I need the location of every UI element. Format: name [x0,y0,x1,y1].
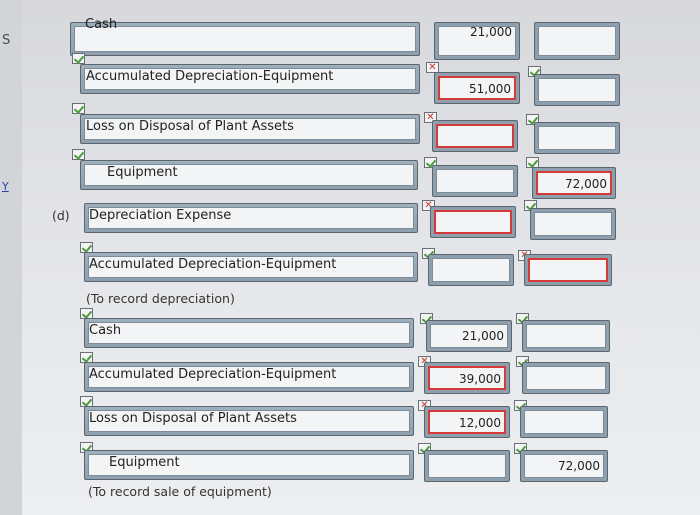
credit-field-row5[interactable] [524,254,612,286]
account-field-row4[interactable]: Depreciation Expense [84,203,418,233]
edge-letter-s: S [2,33,11,48]
incorrect-icon [424,112,437,123]
account-field-cash-top[interactable]: Cash [70,17,420,56]
debit-field-row2[interactable] [432,120,518,152]
debit-field-row5[interactable] [428,254,514,286]
account-field-row6[interactable]: Cash [84,318,414,348]
account-field-row8[interactable]: Loss on Disposal of Plant Assets [84,406,414,436]
credit-field-row7[interactable] [522,362,610,394]
check-icon [72,103,85,114]
left-edge-strip [0,0,22,515]
debit-field-top[interactable]: 21,000 [434,22,520,60]
debit-field-row1[interactable]: 51,000 [434,72,520,104]
account-field-row5[interactable]: Accumulated Depreciation-Equipment [84,252,418,282]
memo-depreciation: (To record depreciation) [86,291,235,306]
credit-field-row1[interactable] [534,74,620,106]
debit-field-row7[interactable]: 39,000 [424,362,510,394]
account-field-row2[interactable]: Loss on Disposal of Plant Assets [80,114,420,144]
debit-field-row6[interactable]: 21,000 [426,320,512,352]
edge-link-y[interactable]: Y [2,180,9,193]
check-icon [424,157,437,168]
check-icon [72,53,85,64]
check-icon [526,114,539,125]
credit-field-row3[interactable]: 72,000 [532,167,616,199]
credit-field-top[interactable] [534,22,620,60]
memo-sale: (To record sale of equipment) [88,484,272,499]
credit-field-row9[interactable]: 72,000 [520,450,608,482]
check-icon [72,149,85,160]
account-field-row9[interactable]: Equipment [84,450,414,480]
part-label: (d) [52,208,70,223]
debit-field-row8[interactable]: 12,000 [424,406,510,438]
debit-field-row4[interactable] [430,206,516,238]
debit-field-row9[interactable] [424,450,510,482]
account-field-row7[interactable]: Accumulated Depreciation-Equipment [84,362,414,392]
credit-field-row8[interactable] [520,406,608,438]
credit-field-row4[interactable] [530,208,616,240]
incorrect-icon [422,200,435,211]
credit-field-row6[interactable] [522,320,610,352]
debit-field-row3[interactable] [432,165,518,197]
credit-field-row2[interactable] [534,122,620,154]
account-field-row3[interactable]: Equipment [80,160,418,190]
account-field-row1[interactable]: Accumulated Depreciation-Equipment [80,64,420,94]
incorrect-icon [426,62,439,73]
